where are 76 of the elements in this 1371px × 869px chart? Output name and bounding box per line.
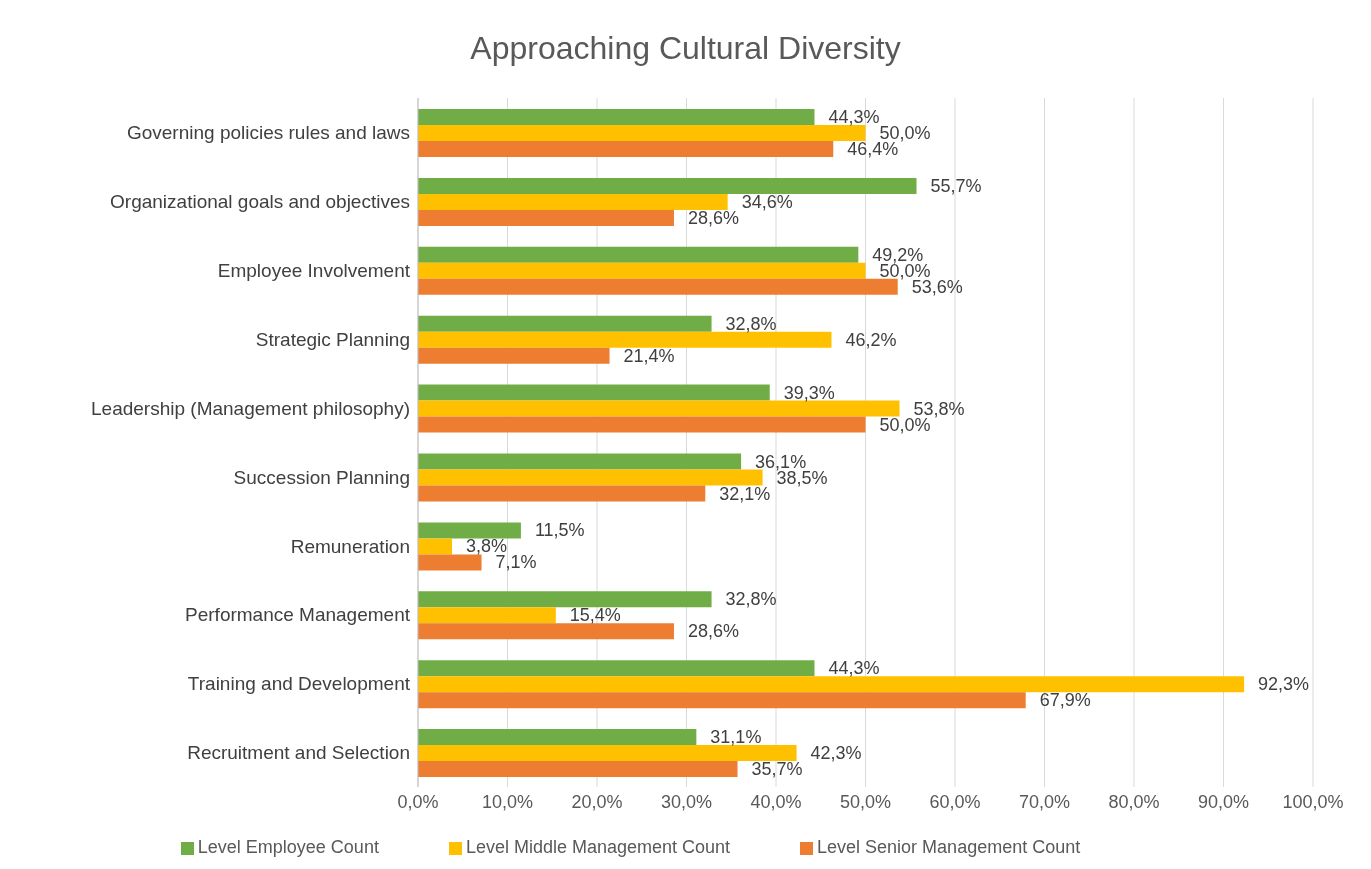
bar — [418, 591, 712, 608]
bar — [418, 469, 763, 486]
bar — [418, 347, 610, 364]
bar — [418, 761, 738, 778]
data-label: 32,8% — [725, 313, 777, 334]
data-label: 15,4% — [569, 605, 621, 626]
bar — [418, 485, 706, 502]
x-tick-label: 70,0% — [1018, 791, 1071, 812]
chart-title: Approaching Cultural Diversity — [469, 29, 902, 68]
bar — [418, 384, 770, 401]
x-tick-label: 60,0% — [929, 791, 981, 812]
bar — [418, 331, 832, 348]
data-label: 55,7% — [930, 175, 982, 196]
bar — [418, 315, 712, 332]
y-tick-label: Organizational goals and objectives — [110, 191, 410, 213]
bar — [418, 522, 521, 539]
data-label: 46,2% — [845, 329, 897, 350]
x-tick-label: 50,0% — [839, 791, 892, 812]
bar — [418, 607, 556, 624]
data-label: 36,1% — [755, 451, 807, 472]
y-tick-label: Succession Planning — [233, 466, 410, 488]
bar — [418, 692, 1026, 709]
x-tick-label: 30,0% — [660, 791, 713, 812]
bar — [418, 453, 742, 470]
data-label: 44,3% — [828, 107, 880, 128]
bar — [418, 676, 1245, 693]
legend-label: Level Employee Count — [197, 837, 379, 857]
bar — [418, 141, 834, 158]
data-label: 35,7% — [751, 759, 803, 780]
bar — [418, 660, 815, 677]
bar — [418, 400, 900, 417]
bar — [418, 193, 728, 210]
y-tick-label: Performance Management — [185, 604, 411, 626]
bar — [418, 623, 674, 640]
bar — [418, 416, 866, 433]
data-label: 39,3% — [783, 382, 835, 403]
data-label: 32,1% — [719, 483, 771, 504]
x-tick-label: 20,0% — [571, 791, 623, 812]
bar — [418, 125, 866, 142]
data-label: 53,6% — [911, 276, 963, 297]
bar — [418, 262, 866, 279]
x-tick-label: 100,0% — [1282, 791, 1344, 812]
y-tick-label: Remuneration — [290, 535, 410, 557]
data-label: 44,3% — [828, 658, 880, 679]
legend-label: Level Senior Management Count — [817, 837, 1081, 857]
data-label: 49,2% — [872, 244, 924, 265]
data-label: 92,3% — [1258, 674, 1310, 695]
bar — [418, 745, 797, 762]
bar — [418, 177, 917, 194]
bar — [418, 246, 859, 263]
legend-label: Level Middle Management Count — [465, 837, 731, 857]
y-tick-label: Strategic Planning — [255, 328, 410, 350]
y-tick-label: Recruitment and Selection — [187, 742, 410, 764]
data-label: 32,8% — [725, 589, 777, 610]
x-tick-label: 40,0% — [750, 791, 802, 812]
y-tick-label: Employee Involvement — [217, 259, 411, 281]
y-tick-label: Governing policies rules and laws — [126, 122, 410, 144]
data-label: 31,1% — [710, 727, 762, 748]
bar — [418, 109, 815, 126]
data-label: 28,6% — [687, 621, 740, 642]
bar — [418, 538, 453, 555]
x-tick-label: 10,0% — [481, 791, 534, 812]
data-label: 11,5% — [534, 520, 585, 541]
data-label: 67,9% — [1039, 690, 1091, 711]
data-label: 21,4% — [623, 345, 675, 366]
x-tick-label: 90,0% — [1197, 791, 1250, 812]
data-label: 34,6% — [741, 191, 793, 212]
bar — [418, 554, 482, 571]
x-tick-label: 80,0% — [1108, 791, 1160, 812]
data-label: 28,6% — [687, 207, 740, 228]
y-tick-label: Leadership (Management philosophy) — [91, 397, 410, 419]
bar — [418, 209, 674, 226]
bar — [418, 729, 697, 746]
x-tick-label: 0,0% — [397, 791, 439, 812]
data-label: 42,3% — [810, 743, 862, 764]
y-tick-label: Training and Development — [187, 673, 411, 695]
